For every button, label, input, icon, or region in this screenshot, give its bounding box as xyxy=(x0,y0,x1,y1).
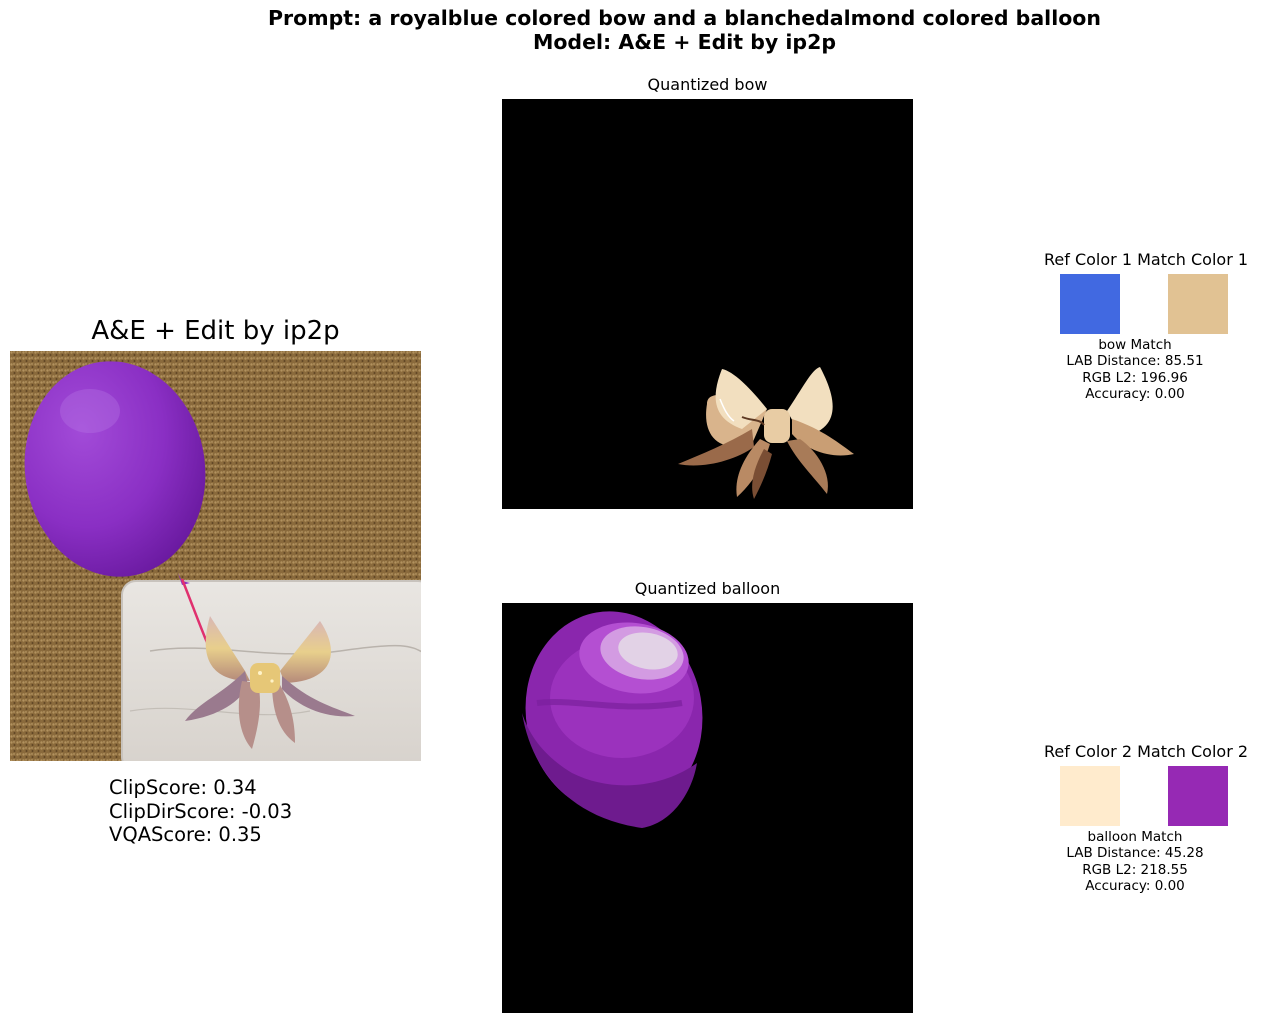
quantized-bow-image xyxy=(502,99,913,509)
quantized-balloon-title: Quantized balloon xyxy=(634,579,781,598)
match-name-1: bow Match xyxy=(1098,337,1172,353)
ref-color-swatch-2 xyxy=(1060,766,1120,826)
vqa-score: VQAScore: 0.35 xyxy=(109,823,262,846)
quantized-bow-title: Quantized bow xyxy=(647,75,768,94)
lab-distance-2: LAB Distance: 45.28 xyxy=(1066,845,1204,862)
model-line: Model: A&E + Edit by ip2p xyxy=(532,30,837,54)
match-name-2: balloon Match xyxy=(1087,829,1183,845)
quantized-balloon-image xyxy=(502,603,913,1013)
quantized-balloon-drawing xyxy=(522,611,703,828)
rgb-l2-1: RGB L2: 196.96 xyxy=(1082,369,1188,386)
edited-image-title: A&E + Edit by ip2p xyxy=(91,316,340,346)
match-info-2: balloon Match LAB Distance: 45.28 RGB L2… xyxy=(1035,829,1235,894)
quantized-bow-drawing xyxy=(678,367,854,499)
clip-score: ClipScore: 0.34 xyxy=(109,776,257,799)
match-color-label-2: Match Color 2 xyxy=(1137,742,1249,761)
ref-color-label-1: Ref Color 1 xyxy=(1044,250,1132,269)
edited-image xyxy=(10,351,421,761)
figure-title: Prompt: a royalblue colored bow and a bl… xyxy=(0,6,1265,54)
match-color-swatch-2 xyxy=(1168,766,1228,826)
match-color-swatch-1 xyxy=(1168,274,1228,334)
prompt-line: Prompt: a royalblue colored bow and a bl… xyxy=(268,6,1101,30)
match-color-label-1: Match Color 1 xyxy=(1137,250,1249,269)
lab-distance-1: LAB Distance: 85.51 xyxy=(1066,353,1204,370)
rgb-l2-2: RGB L2: 218.55 xyxy=(1082,861,1188,878)
ref-color-label-2: Ref Color 2 xyxy=(1044,742,1132,761)
accuracy-2: Accuracy: 0.00 xyxy=(1085,877,1185,894)
match-info-1: bow Match LAB Distance: 85.51 RGB L2: 19… xyxy=(1035,337,1235,402)
clipdir-score: ClipDirScore: -0.03 xyxy=(109,799,293,823)
ref-color-swatch-1 xyxy=(1060,274,1120,334)
score-list: ClipScore: 0.34 ClipDirScore: -0.03 VQAS… xyxy=(109,776,292,847)
edited-image-drawing xyxy=(10,351,421,761)
accuracy-1: Accuracy: 0.00 xyxy=(1085,385,1185,402)
color-labels-2: Ref Color 2 Match Color 2 xyxy=(1044,742,1248,762)
color-labels-1: Ref Color 1 Match Color 1 xyxy=(1044,250,1248,270)
